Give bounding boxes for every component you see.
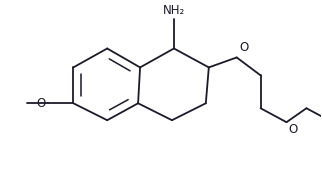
Text: O: O	[240, 41, 249, 54]
Text: O: O	[289, 123, 298, 136]
Text: NH₂: NH₂	[163, 4, 185, 17]
Text: O: O	[36, 97, 45, 110]
